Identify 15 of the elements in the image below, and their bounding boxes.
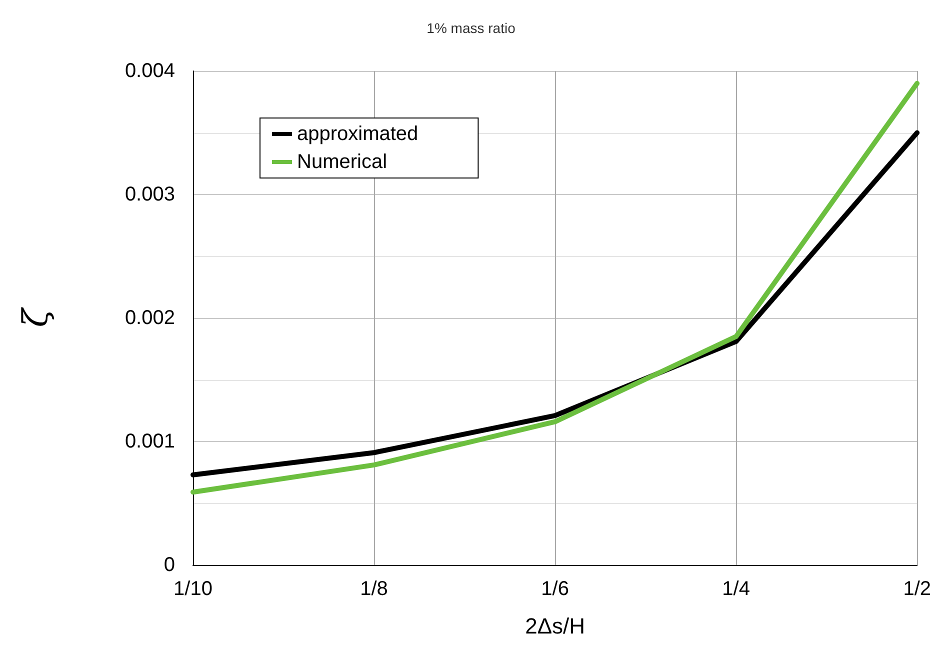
- y-tick-label: 0.003: [124, 184, 175, 206]
- x-tick-label: 1/4: [722, 578, 750, 600]
- legend-label: approximated: [297, 123, 418, 145]
- y-tick-label: 0.004: [124, 60, 175, 82]
- legend-label: Numerical: [297, 151, 388, 173]
- x-axis-title: 2Δs/H: [525, 614, 586, 638]
- x-tick-label: 1/10: [174, 578, 212, 600]
- x-tick-label: 1/8: [360, 578, 388, 600]
- x-tick-label: 1/2: [903, 578, 932, 600]
- chart-title: 1% mass ratio: [426, 20, 516, 36]
- x-tick-label: 1/6: [541, 578, 569, 600]
- y-tick-label: 0: [164, 554, 175, 576]
- y-axis-title: ζ: [16, 306, 56, 328]
- y-tick-label: 0.002: [124, 307, 175, 329]
- y-tick-label: 0.001: [124, 430, 175, 452]
